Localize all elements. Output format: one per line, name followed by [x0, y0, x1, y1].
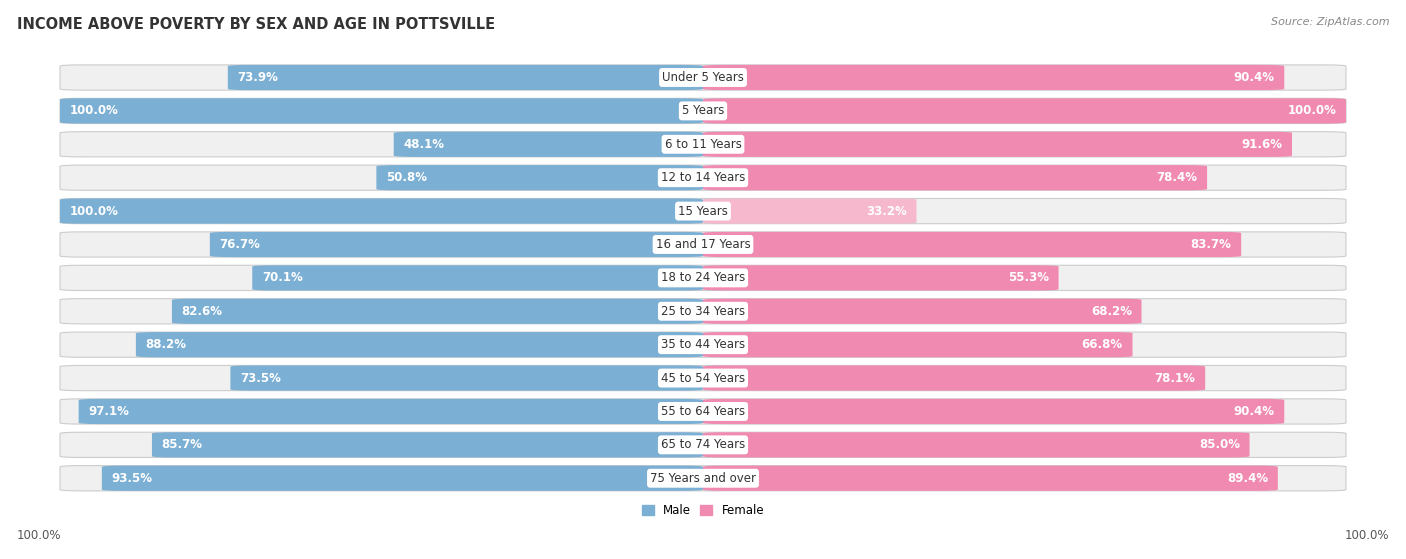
FancyBboxPatch shape: [703, 266, 1059, 291]
Text: 6 to 11 Years: 6 to 11 Years: [665, 138, 741, 151]
FancyBboxPatch shape: [703, 132, 1292, 157]
FancyBboxPatch shape: [60, 198, 1346, 224]
Text: 12 to 14 Years: 12 to 14 Years: [661, 171, 745, 184]
Text: 73.5%: 73.5%: [240, 372, 281, 385]
FancyBboxPatch shape: [60, 332, 1346, 357]
Legend: Male, Female: Male, Female: [641, 504, 765, 517]
Text: 70.1%: 70.1%: [262, 271, 302, 285]
Text: 100.0%: 100.0%: [70, 205, 118, 217]
Text: 100.0%: 100.0%: [1344, 529, 1389, 542]
Text: 45 to 54 Years: 45 to 54 Years: [661, 372, 745, 385]
FancyBboxPatch shape: [703, 65, 1284, 90]
Text: 85.0%: 85.0%: [1199, 438, 1240, 451]
FancyBboxPatch shape: [231, 366, 703, 391]
Text: Source: ZipAtlas.com: Source: ZipAtlas.com: [1271, 17, 1389, 27]
FancyBboxPatch shape: [60, 98, 703, 124]
FancyBboxPatch shape: [703, 366, 1205, 391]
FancyBboxPatch shape: [394, 132, 703, 157]
Text: 55 to 64 Years: 55 to 64 Years: [661, 405, 745, 418]
Text: INCOME ABOVE POVERTY BY SEX AND AGE IN POTTSVILLE: INCOME ABOVE POVERTY BY SEX AND AGE IN P…: [17, 17, 495, 32]
Text: 82.6%: 82.6%: [181, 305, 222, 318]
FancyBboxPatch shape: [101, 466, 703, 491]
Text: 93.5%: 93.5%: [111, 472, 152, 485]
FancyBboxPatch shape: [377, 165, 703, 190]
FancyBboxPatch shape: [60, 299, 1346, 324]
Text: 78.4%: 78.4%: [1157, 171, 1198, 184]
Text: 89.4%: 89.4%: [1227, 472, 1268, 485]
Text: 100.0%: 100.0%: [1288, 105, 1336, 117]
Text: 90.4%: 90.4%: [1233, 405, 1275, 418]
FancyBboxPatch shape: [60, 466, 1346, 491]
Text: 85.7%: 85.7%: [162, 438, 202, 451]
FancyBboxPatch shape: [703, 198, 917, 224]
Text: 97.1%: 97.1%: [89, 405, 129, 418]
Text: 83.7%: 83.7%: [1191, 238, 1232, 251]
FancyBboxPatch shape: [703, 399, 1284, 424]
Text: 66.8%: 66.8%: [1081, 338, 1123, 351]
Text: 18 to 24 Years: 18 to 24 Years: [661, 271, 745, 285]
FancyBboxPatch shape: [136, 332, 703, 357]
FancyBboxPatch shape: [60, 98, 1346, 124]
Text: 48.1%: 48.1%: [404, 138, 444, 151]
Text: 90.4%: 90.4%: [1233, 71, 1275, 84]
Text: 78.1%: 78.1%: [1154, 372, 1195, 385]
FancyBboxPatch shape: [60, 165, 1346, 190]
Text: 100.0%: 100.0%: [70, 105, 118, 117]
Text: 75 Years and over: 75 Years and over: [650, 472, 756, 485]
Text: 100.0%: 100.0%: [17, 529, 62, 542]
FancyBboxPatch shape: [60, 132, 1346, 157]
Text: 5 Years: 5 Years: [682, 105, 724, 117]
Text: 15 Years: 15 Years: [678, 205, 728, 217]
FancyBboxPatch shape: [703, 432, 1250, 457]
FancyBboxPatch shape: [79, 399, 703, 424]
Text: 88.2%: 88.2%: [146, 338, 187, 351]
FancyBboxPatch shape: [703, 466, 1278, 491]
FancyBboxPatch shape: [703, 232, 1241, 257]
Text: 50.8%: 50.8%: [387, 171, 427, 184]
Text: 91.6%: 91.6%: [1241, 138, 1282, 151]
Text: 33.2%: 33.2%: [866, 205, 907, 217]
FancyBboxPatch shape: [60, 65, 1346, 90]
Text: 65 to 74 Years: 65 to 74 Years: [661, 438, 745, 451]
FancyBboxPatch shape: [152, 432, 703, 457]
FancyBboxPatch shape: [703, 332, 1132, 357]
FancyBboxPatch shape: [60, 232, 1346, 257]
FancyBboxPatch shape: [60, 399, 1346, 424]
Text: 25 to 34 Years: 25 to 34 Years: [661, 305, 745, 318]
FancyBboxPatch shape: [209, 232, 703, 257]
Text: 76.7%: 76.7%: [219, 238, 260, 251]
Text: Under 5 Years: Under 5 Years: [662, 71, 744, 84]
FancyBboxPatch shape: [252, 266, 703, 291]
FancyBboxPatch shape: [703, 299, 1142, 324]
FancyBboxPatch shape: [703, 165, 1208, 190]
Text: 55.3%: 55.3%: [1008, 271, 1049, 285]
Text: 73.9%: 73.9%: [238, 71, 278, 84]
Text: 16 and 17 Years: 16 and 17 Years: [655, 238, 751, 251]
Text: 35 to 44 Years: 35 to 44 Years: [661, 338, 745, 351]
Text: 68.2%: 68.2%: [1091, 305, 1132, 318]
FancyBboxPatch shape: [60, 198, 703, 224]
FancyBboxPatch shape: [60, 266, 1346, 291]
FancyBboxPatch shape: [703, 98, 1346, 124]
FancyBboxPatch shape: [172, 299, 703, 324]
FancyBboxPatch shape: [60, 432, 1346, 457]
FancyBboxPatch shape: [60, 366, 1346, 391]
FancyBboxPatch shape: [228, 65, 703, 90]
